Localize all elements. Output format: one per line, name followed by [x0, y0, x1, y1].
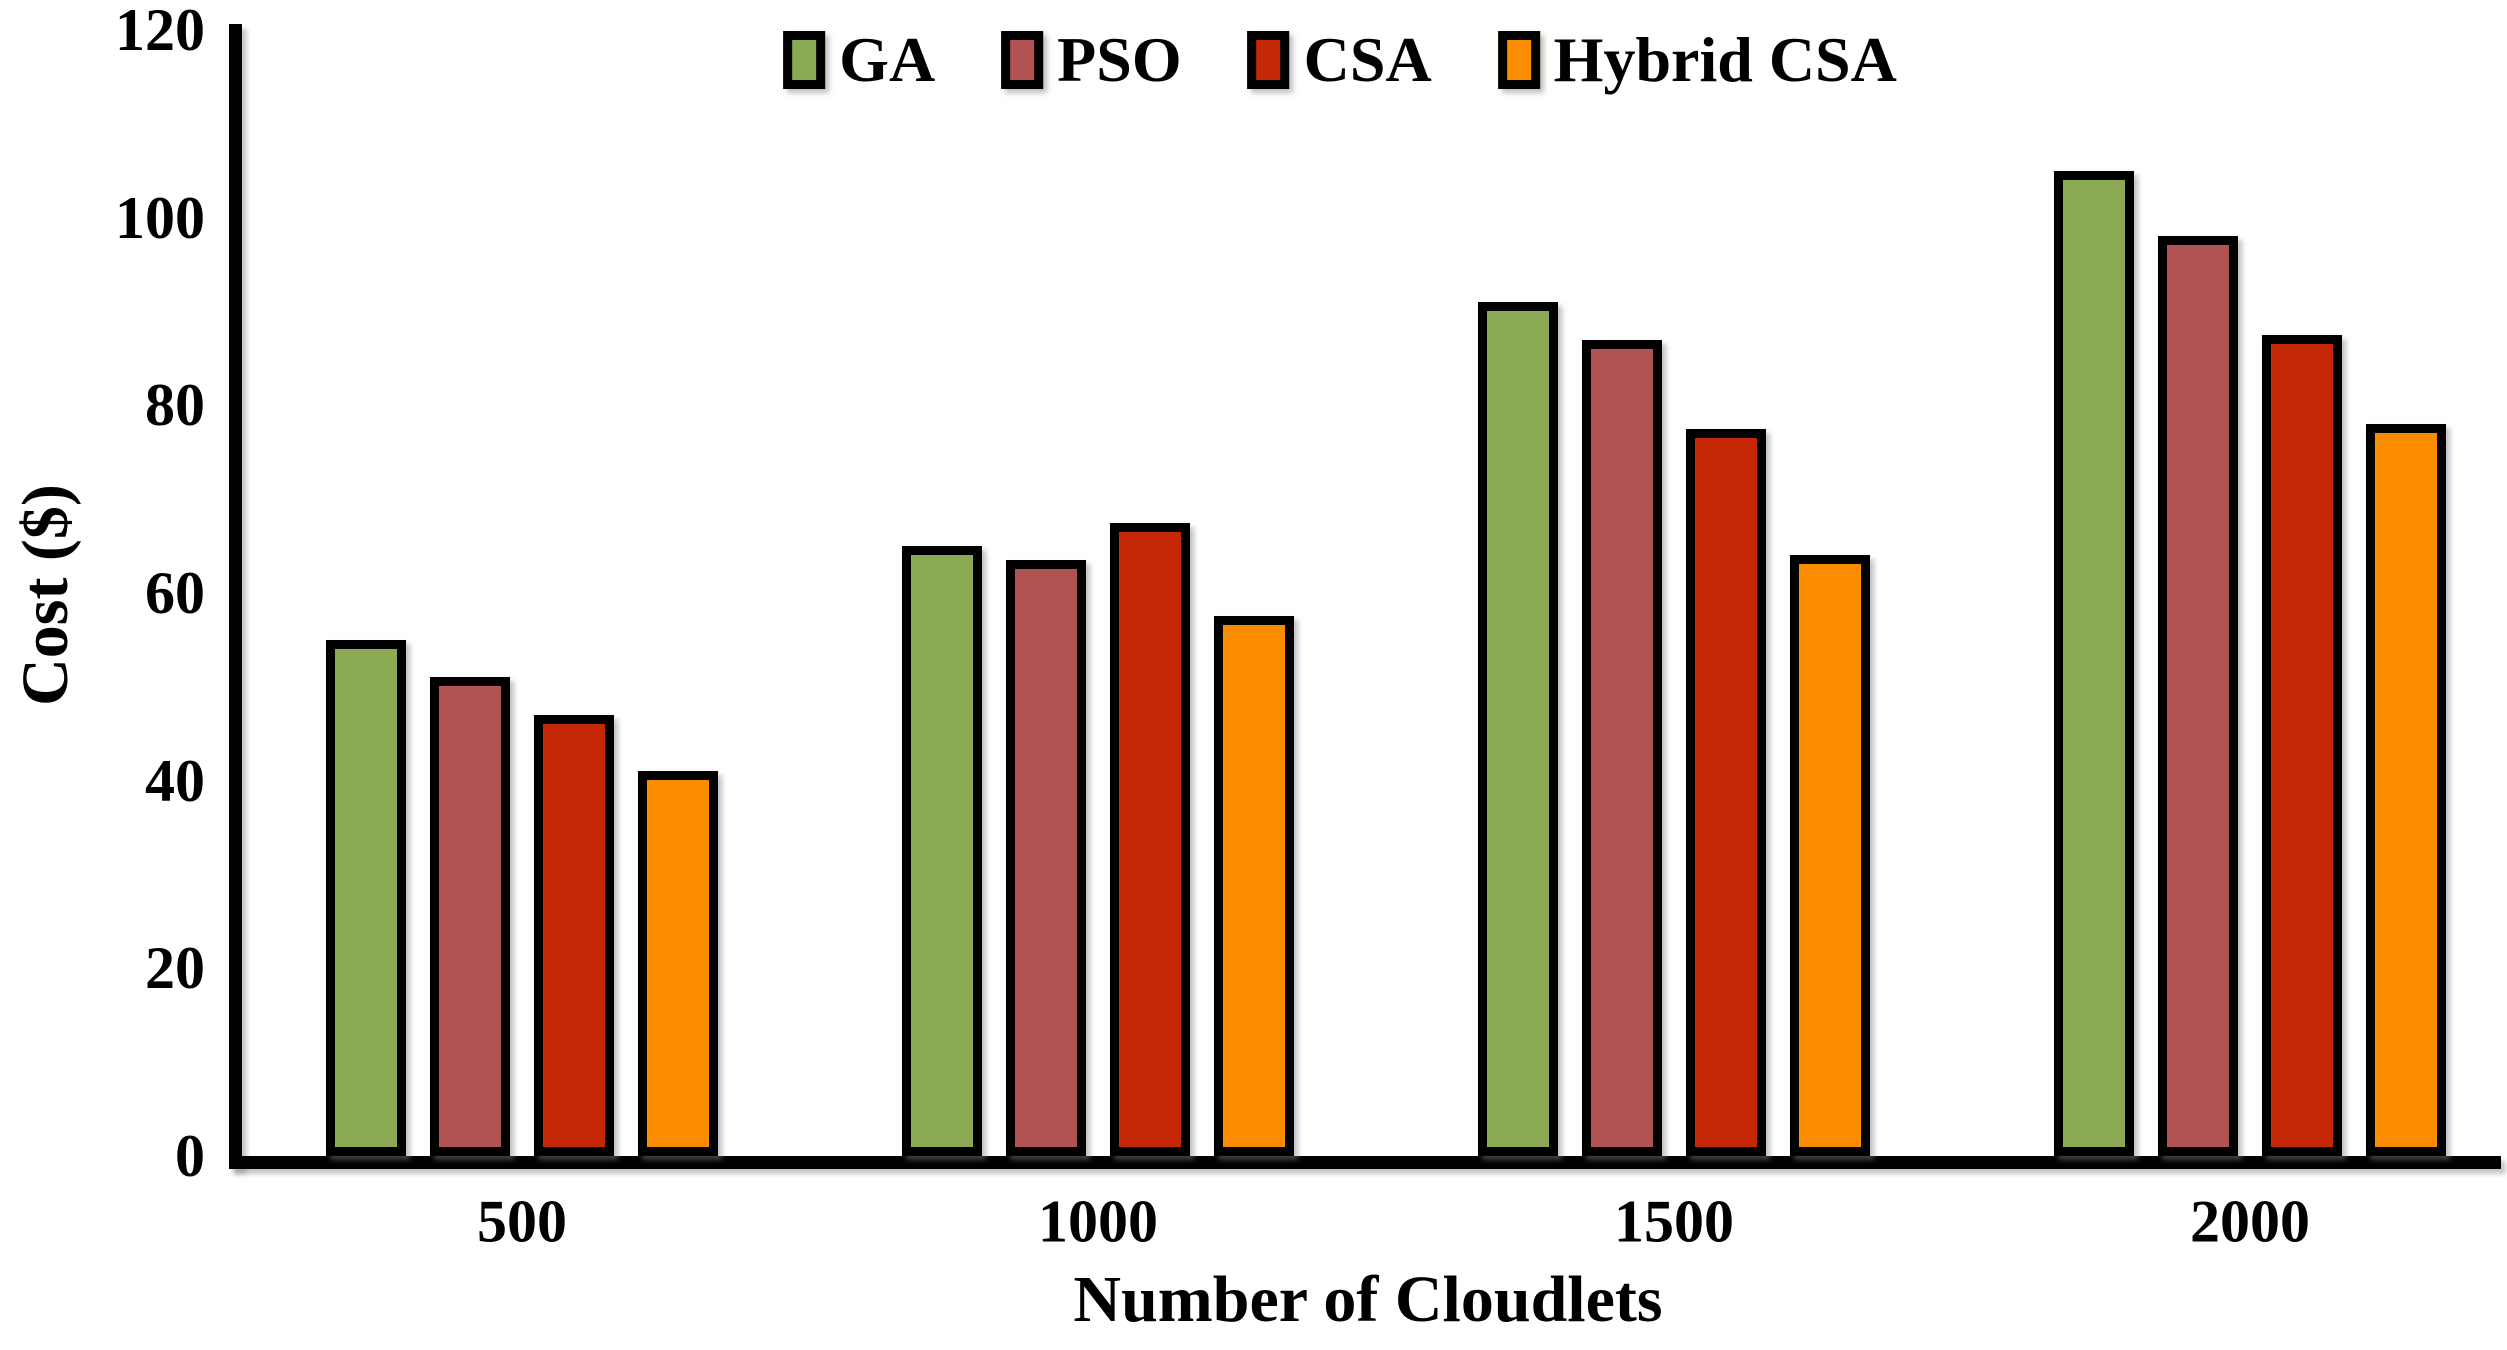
legend-item-pso: PSO	[1001, 24, 1182, 95]
legend-label-hybrid-csa: Hybrid CSA	[1553, 24, 1897, 95]
y-tick-label-20: 20	[145, 935, 205, 1002]
legend-item-hybrid-csa: Hybrid CSA	[1497, 24, 1897, 95]
bar-pso-2000	[2158, 236, 2238, 1156]
y-axis-line	[229, 24, 242, 1169]
x-axis-title: Number of Cloudlets	[1073, 1263, 1663, 1336]
y-tick-label-60: 60	[145, 560, 205, 626]
x-axis-line	[229, 1156, 2501, 1169]
bar-ga-1000	[902, 546, 982, 1156]
legend-swatch-pso	[1001, 31, 1044, 89]
legend-label-pso: PSO	[1057, 24, 1182, 95]
y-tick-label-40: 40	[145, 747, 205, 814]
y-tick-label-100: 100	[115, 184, 205, 251]
bar-hybrid-csa-2000	[2366, 424, 2446, 1156]
y-tick-label-0: 0	[175, 1123, 205, 1189]
legend-swatch-hybrid-csa	[1497, 31, 1540, 89]
y-tick-label-120: 120	[115, 0, 205, 63]
bar-hybrid-csa-500	[638, 771, 718, 1156]
legend: GA PSO CSA Hybrid CSA	[783, 28, 1897, 92]
bar-pso-1500	[1582, 340, 1662, 1156]
legend-swatch-csa	[1247, 31, 1290, 89]
bar-csa-1000	[1110, 523, 1190, 1156]
legend-item-csa: CSA	[1247, 24, 1432, 95]
bar-ga-1500	[1478, 302, 1558, 1156]
bar-pso-500	[430, 677, 510, 1156]
bar-hybrid-csa-1000	[1214, 616, 1294, 1156]
bar-csa-2000	[2262, 335, 2342, 1156]
legend-swatch-ga	[783, 31, 826, 89]
x-tick-label-2000: 2000	[2190, 1188, 2310, 1255]
legend-label-ga: GA	[839, 24, 936, 95]
legend-label-csa: CSA	[1303, 24, 1432, 95]
bar-csa-1500	[1686, 429, 1766, 1156]
bar-pso-1000	[1006, 560, 1086, 1156]
x-tick-label-500: 500	[477, 1188, 567, 1255]
x-tick-label-1500: 1500	[1614, 1188, 1734, 1255]
bar-hybrid-csa-1500	[1790, 555, 1870, 1156]
y-tick-label-80: 80	[145, 372, 205, 439]
x-tick-label-1000: 1000	[1038, 1188, 1158, 1255]
bar-ga-2000	[2054, 171, 2134, 1156]
bar-csa-500	[534, 715, 614, 1156]
bar-ga-500	[326, 640, 406, 1156]
legend-item-ga: GA	[783, 28, 935, 92]
